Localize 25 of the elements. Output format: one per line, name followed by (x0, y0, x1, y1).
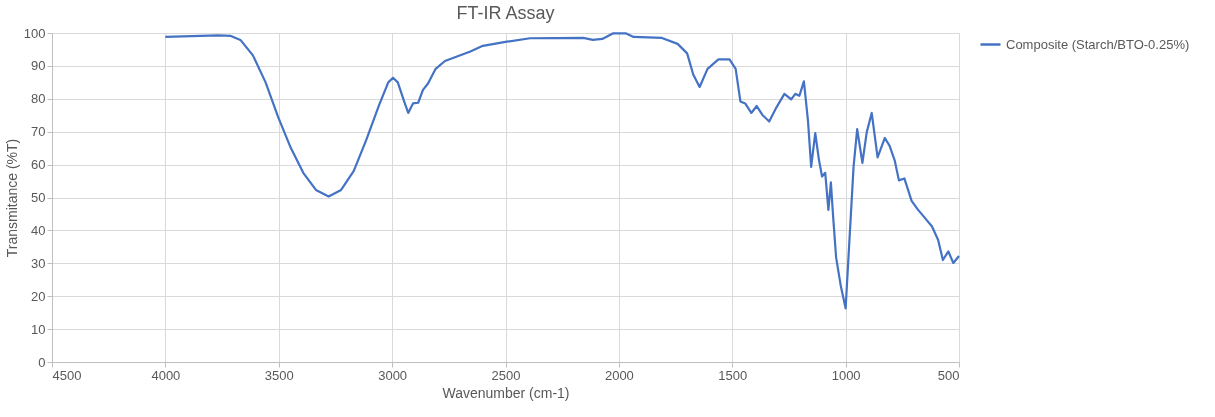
x-axis-title: Wavenumber (cm-1) (442, 384, 570, 401)
x-tick-label: 3500 (264, 367, 294, 383)
y-tick-label: 60 (31, 157, 46, 173)
y-tick-label: 70 (31, 124, 46, 140)
y-tick-label: 90 (31, 58, 46, 74)
y-tick-label: 50 (31, 190, 46, 205)
x-tick-label: 4000 (151, 367, 181, 383)
y-tick-label: 40 (31, 222, 46, 238)
y-axis-title: Transmitance (%T) (3, 138, 20, 258)
y-tick-label: 80 (31, 91, 46, 107)
x-tick-label: 1000 (831, 367, 861, 383)
x-tick-label: 2500 (491, 367, 521, 383)
x-tick-label: 2000 (604, 367, 634, 383)
x-tick-label: 4500 (52, 367, 82, 383)
y-tick-label: 20 (31, 288, 46, 304)
x-tick-label: 1500 (718, 367, 748, 383)
line-series (164, 32, 961, 310)
x-tick-label: 3000 (378, 367, 408, 383)
chart-title: FT-IR Assay (456, 3, 555, 23)
y-tick-label: 30 (31, 255, 46, 271)
legend-label: Composite (Starch/BTO-0.25%) (1006, 36, 1190, 52)
x-tick-label: 500 (937, 367, 960, 383)
y-tick-label: 0 (38, 354, 46, 370)
y-tick-label: 10 (31, 321, 46, 337)
y-tick-label: 100 (23, 25, 46, 41)
